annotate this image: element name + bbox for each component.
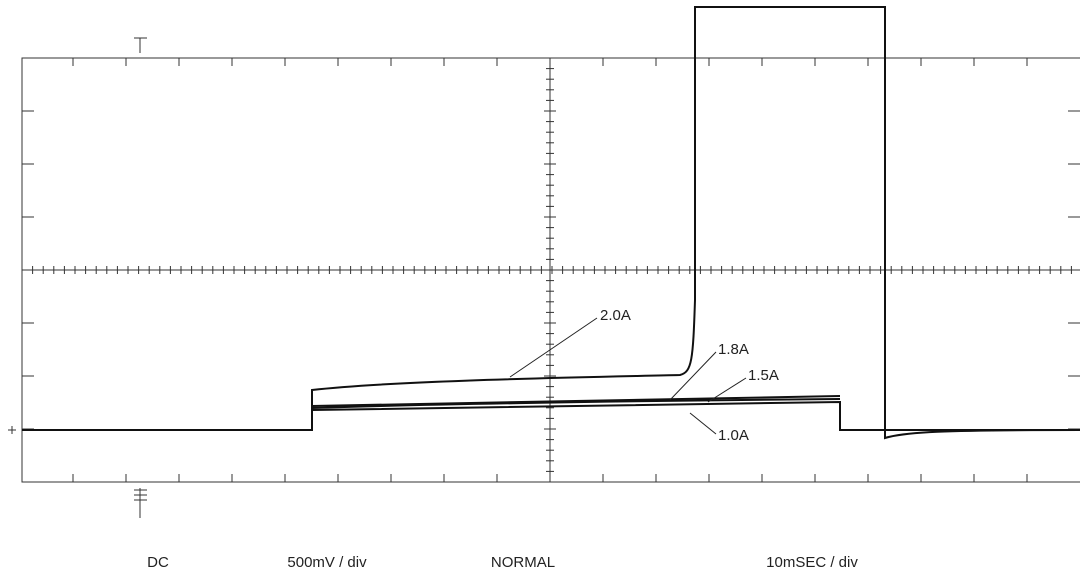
trace-1-5a <box>311 398 841 409</box>
leader-line <box>669 351 717 401</box>
ground-marker <box>134 488 147 518</box>
trace-label: 1.5A <box>748 367 779 384</box>
volts-per-div-label: 500mV / div <box>287 554 367 571</box>
markers <box>8 37 147 518</box>
trace-label: 1.8A <box>718 341 749 358</box>
leader-line <box>689 412 717 435</box>
trace-2-0a <box>311 6 1080 440</box>
leader-line <box>509 317 598 378</box>
graticule <box>21 57 1080 483</box>
trace-label: 1.0A <box>718 427 749 444</box>
trace-1-0a <box>22 400 1080 431</box>
trace-label: 2.0A <box>600 307 631 324</box>
traces <box>22 6 1080 440</box>
channel-marker <box>8 426 16 434</box>
leader-line <box>707 377 747 403</box>
leaders <box>509 317 747 435</box>
coupling-label: DC <box>147 554 169 571</box>
trigger-marker <box>134 37 147 53</box>
trace-1-8a <box>311 395 841 407</box>
time-per-div-label: 10mSEC / div <box>766 554 858 571</box>
mode-label: NORMAL <box>491 554 555 571</box>
